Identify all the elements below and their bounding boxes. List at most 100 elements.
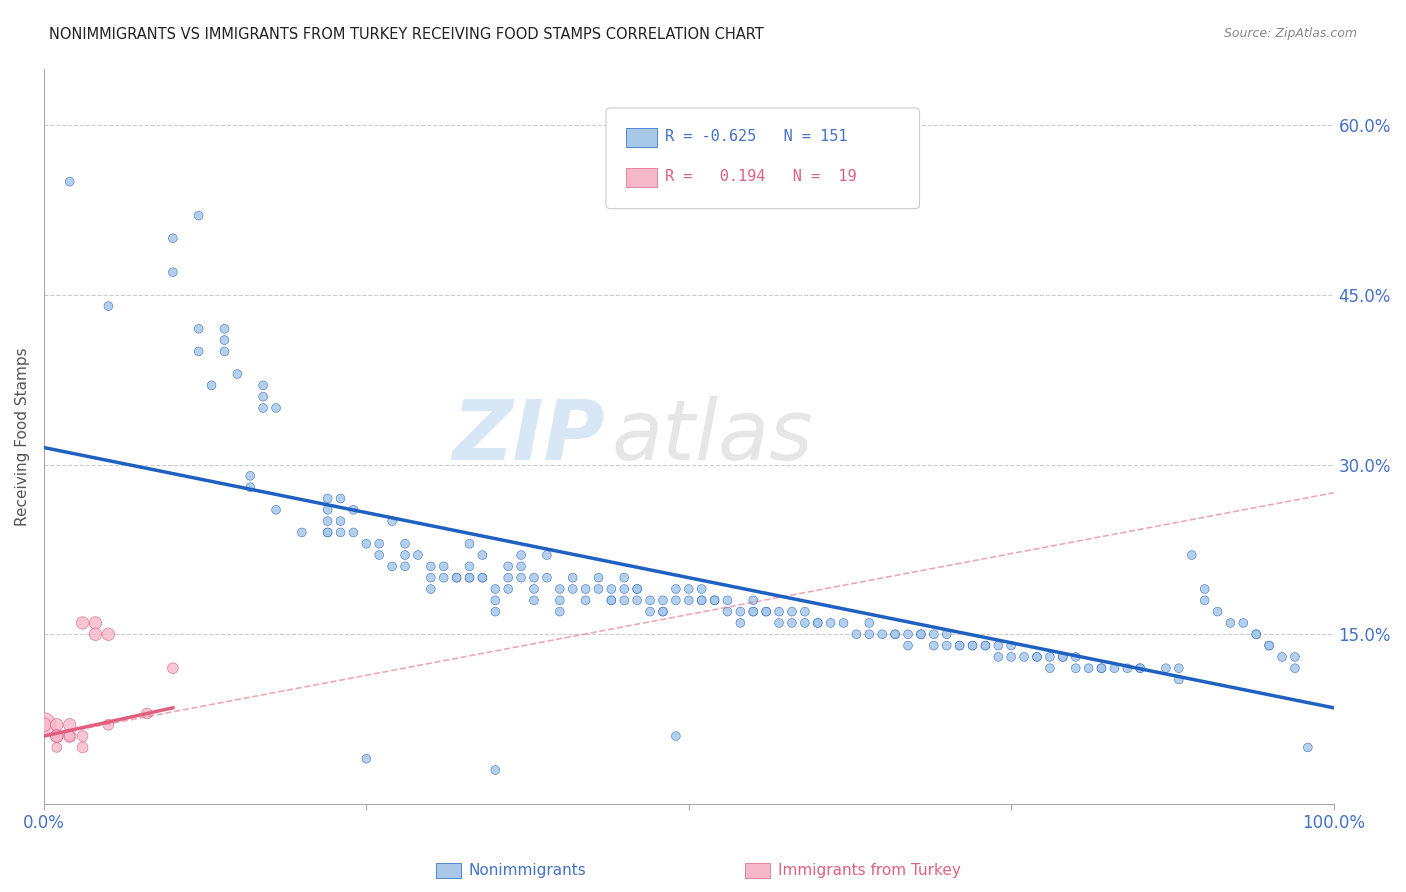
Point (45, 729, 67, 743)
Point (1012, 649, 1035, 664)
Point (1052, 649, 1074, 664)
Point (1077, 661, 1099, 675)
Point (652, 593, 675, 607)
Point (536, 571, 558, 585)
Point (419, 582, 441, 596)
Point (561, 582, 583, 596)
Point (1154, 661, 1177, 675)
Point (832, 615, 855, 630)
Point (690, 593, 713, 607)
Point (678, 582, 700, 596)
Point (935, 627, 957, 641)
Point (356, 537, 378, 551)
Point (626, 593, 648, 607)
Point (652, 605, 675, 619)
Point (1194, 582, 1216, 596)
Point (136, 706, 159, 721)
Text: R = -0.625   N = 151: R = -0.625 N = 151 (665, 129, 848, 144)
Point (419, 571, 441, 585)
Point (59, 729, 82, 743)
Point (574, 582, 596, 596)
Point (59, 718, 82, 732)
Point (588, 571, 610, 585)
Point (471, 571, 494, 585)
Point (742, 605, 765, 619)
Point (678, 593, 700, 607)
Point (1167, 661, 1189, 675)
Point (484, 605, 506, 619)
Point (510, 559, 533, 574)
Point (496, 559, 519, 574)
Point (652, 605, 675, 619)
Point (600, 593, 623, 607)
Point (45, 718, 67, 732)
Point (548, 593, 571, 607)
Point (1194, 593, 1216, 607)
Point (600, 593, 623, 607)
Point (742, 593, 765, 607)
Point (730, 615, 752, 630)
Point (910, 627, 932, 641)
Text: NONIMMIGRANTS VS IMMIGRANTS FROM TURKEY RECEIVING FOOD STAMPS CORRELATION CHART: NONIMMIGRANTS VS IMMIGRANTS FROM TURKEY … (49, 27, 763, 42)
Point (1258, 639, 1281, 653)
Point (523, 571, 546, 585)
Point (394, 559, 416, 574)
Point (768, 605, 790, 619)
Point (458, 571, 481, 585)
Point (316, 525, 339, 540)
Point (72, 615, 94, 630)
Point (394, 537, 416, 551)
Text: Immigrants from Turkey: Immigrants from Turkey (778, 863, 960, 878)
Point (496, 582, 519, 596)
Point (638, 593, 661, 607)
Point (59, 729, 82, 743)
Point (987, 649, 1010, 664)
Point (884, 627, 907, 641)
Point (523, 593, 546, 607)
Text: Nonimmigrants: Nonimmigrants (468, 863, 586, 878)
Point (1104, 661, 1126, 675)
Point (200, 378, 222, 392)
Point (870, 627, 893, 641)
Text: R =   0.194   N =  19: R = 0.194 N = 19 (665, 169, 856, 184)
Point (471, 571, 494, 585)
Point (381, 559, 404, 574)
Point (716, 593, 738, 607)
Point (252, 390, 274, 404)
Point (368, 537, 391, 551)
Point (755, 605, 778, 619)
Point (962, 639, 984, 653)
Point (793, 615, 815, 630)
Point (252, 401, 274, 415)
Point (1129, 661, 1152, 675)
Point (458, 559, 481, 574)
Point (922, 639, 945, 653)
Point (187, 322, 209, 336)
Point (962, 639, 984, 653)
Point (820, 615, 842, 630)
Point (381, 514, 404, 528)
Point (626, 582, 648, 596)
Point (316, 514, 339, 528)
Text: Source: ZipAtlas.com: Source: ZipAtlas.com (1223, 27, 1357, 40)
Point (1258, 639, 1281, 653)
Point (1039, 649, 1062, 664)
Point (84, 615, 107, 630)
Point (742, 605, 765, 619)
Point (665, 593, 688, 607)
Point (793, 605, 815, 619)
Point (72, 729, 94, 743)
Point (264, 503, 287, 517)
Point (72, 740, 94, 755)
Point (291, 525, 314, 540)
Point (613, 582, 636, 596)
Point (1000, 649, 1022, 664)
Text: ZIP: ZIP (453, 396, 605, 476)
Point (910, 627, 932, 641)
Point (97, 299, 120, 313)
Point (471, 548, 494, 562)
Point (730, 605, 752, 619)
Point (1296, 740, 1319, 755)
Point (807, 615, 830, 630)
Point (1244, 627, 1267, 641)
